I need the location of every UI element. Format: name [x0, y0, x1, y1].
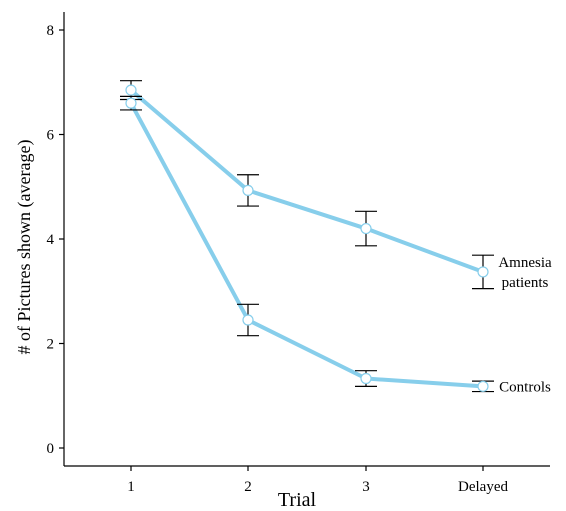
data-point	[477, 380, 489, 392]
x-tick-label: 3	[362, 479, 370, 495]
data-point	[242, 184, 254, 197]
x-ticks: 1 2 3 Delayed	[127, 466, 508, 495]
series-1: Amnesia patients	[120, 80, 552, 291]
x-tick-label: Delayed	[458, 479, 508, 495]
series-label: Controls	[499, 379, 551, 395]
series-2: Controls	[120, 95, 551, 395]
y-tick-label: 2	[47, 337, 55, 353]
y-ticks: 0 2 4 6 8	[47, 23, 64, 457]
series-line	[129, 88, 485, 274]
series-label: patients	[502, 275, 549, 291]
y-tick-label: 8	[47, 23, 55, 39]
series-label: Amnesia	[498, 255, 552, 271]
data-point	[125, 84, 137, 96]
x-axis-title: Trial	[278, 489, 317, 511]
y-axis-title: # of Pictures shown (average)	[14, 140, 35, 355]
y-tick-label: 4	[47, 232, 55, 248]
data-point	[360, 372, 372, 385]
y-tick-label: 6	[47, 128, 55, 144]
series-layer: Amnesia patients Controls	[120, 80, 552, 395]
x-tick-label: 2	[244, 479, 252, 495]
x-tick-label: 1	[127, 479, 135, 495]
data-point	[360, 222, 372, 235]
y-tick-label: 0	[47, 441, 55, 457]
data-point	[477, 266, 489, 278]
data-point	[242, 314, 254, 326]
series-line	[129, 101, 485, 389]
data-point	[125, 97, 137, 109]
